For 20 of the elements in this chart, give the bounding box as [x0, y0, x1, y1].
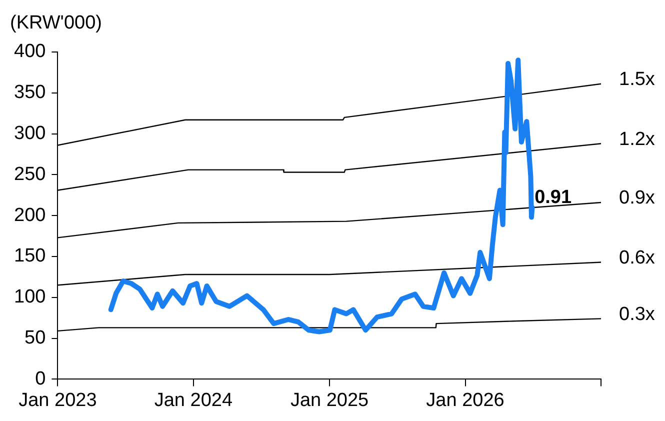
y-tick-label: 50 [24, 328, 46, 349]
x-tick-label: Jan 2026 [426, 390, 504, 411]
y-tick-label: 100 [14, 286, 46, 308]
x-tick-label: Jan 2024 [154, 390, 233, 411]
series-label: 0.6x [619, 247, 656, 268]
y-tick-label: 0 [35, 368, 46, 390]
y-axis-title: (KRW'000) [10, 12, 102, 34]
y-tick-label: 300 [14, 123, 46, 144]
annotation: 0.91 [534, 187, 572, 208]
y-tick-label: 250 [14, 164, 46, 185]
y-tick-label: 200 [14, 204, 46, 226]
series-label: 1.2x [619, 128, 656, 150]
x-tick-label: Jan 2025 [290, 390, 369, 411]
series-label: 1.5x [619, 69, 656, 90]
y-tick-label: 350 [14, 82, 46, 104]
y-tick-label: 150 [14, 246, 46, 267]
series-label: 0.9x [619, 188, 656, 209]
series-label: 0.3x [619, 304, 656, 325]
y-tick-label: 400 [14, 41, 46, 62]
x-tick-label: Jan 2023 [18, 390, 97, 411]
